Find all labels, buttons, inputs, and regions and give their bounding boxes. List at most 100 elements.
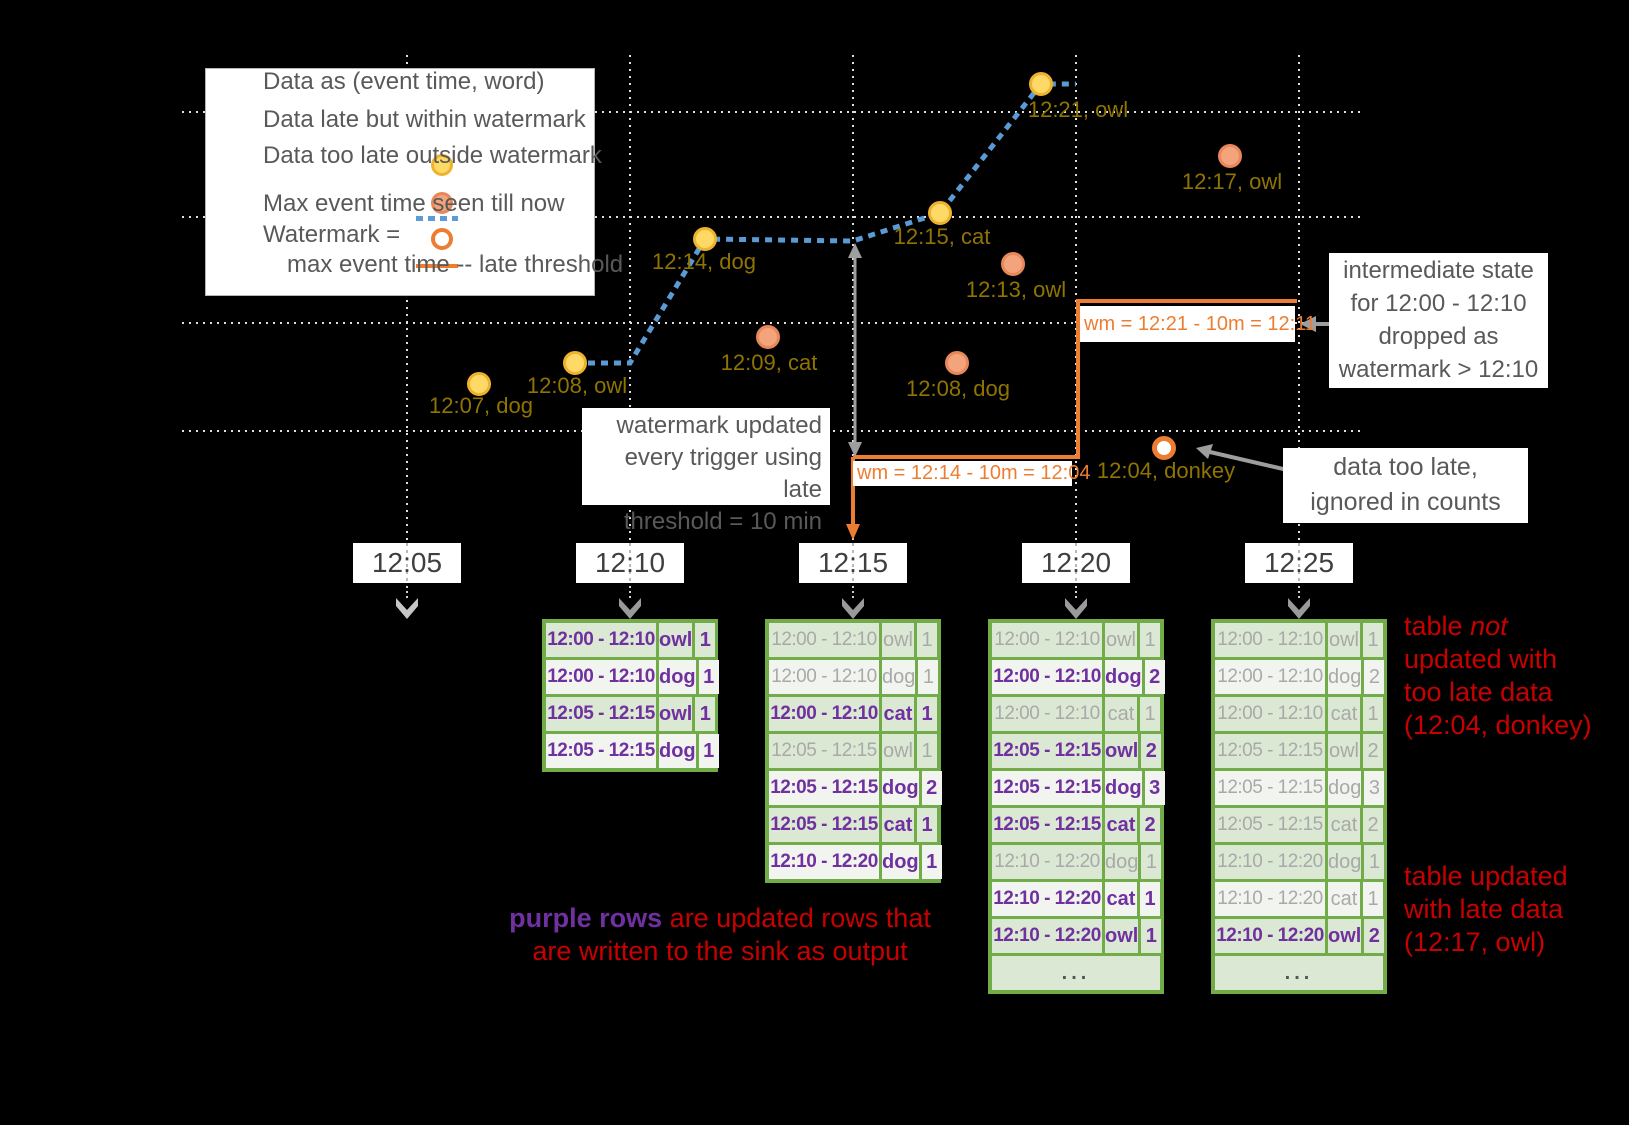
legend-label: Data late but within watermark	[263, 106, 586, 133]
table-row: ...	[992, 956, 1160, 990]
cell-window: 12:05 - 12:15	[992, 808, 1102, 842]
cell-word: dog	[1328, 660, 1362, 694]
table-row: ...	[1215, 956, 1383, 990]
data-point-on-time	[563, 351, 587, 375]
data-point-late	[756, 325, 780, 349]
cell-window: 12:00 - 12:10	[1215, 660, 1325, 694]
cell-word: cat	[1105, 697, 1137, 731]
table-row: 12:00 - 12:10 cat 1	[769, 697, 937, 731]
callout-line: for 12:00 - 12:10	[1350, 290, 1527, 317]
table-row: 12:05 - 12:15 cat 1	[769, 808, 937, 842]
cell-window: 12:05 - 12:15	[992, 771, 1102, 805]
table-row: 12:05 - 12:15 owl 2	[1215, 734, 1383, 768]
gridline-through-label	[1075, 543, 1077, 583]
cell-window: 12:00 - 12:10	[769, 623, 879, 657]
trigger-callout: watermark updated every trigger using la…	[582, 408, 830, 535]
cell-word: dog	[659, 660, 696, 694]
time-label-text: 12:10	[594, 547, 666, 578]
cell-count: 1	[1364, 845, 1385, 879]
cell-count: 1	[698, 734, 719, 768]
note-line: table updated	[1404, 861, 1568, 891]
time-label-12:20: 12:20	[1022, 543, 1130, 583]
cell-window: 12:00 - 12:10	[1215, 623, 1325, 657]
callout-line: dropped as	[1378, 323, 1499, 350]
watermark-value-label-2: wm = 12:21 - 10m = 12:11	[1080, 306, 1316, 342]
cell-window: 12:00 - 12:10	[992, 623, 1102, 657]
data-point-late	[945, 351, 969, 375]
cell-window: 12:00 - 12:10	[769, 697, 879, 731]
callout-line: data too late,	[1333, 453, 1478, 481]
time-label-text: 12:25	[1263, 547, 1335, 578]
time-label-12:10: 12:10	[576, 543, 684, 583]
table-row: 12:10 - 12:20 owl 1	[992, 919, 1162, 953]
cell-count: 2	[1144, 660, 1165, 694]
result-table-12:25: 12:00 - 12:10 owl 1 12:00 - 12:10 dog 2 12:00 …	[1211, 619, 1387, 994]
note-line: too late data	[1404, 677, 1553, 707]
threshold-double-arrow	[848, 243, 862, 457]
cell-word: owl	[882, 623, 914, 657]
cell-count: 1	[1363, 882, 1383, 916]
watermark-value-label-1: wm = 12:14 - 10m = 12:04	[853, 461, 1090, 486]
note-line: (12:17, owl)	[1404, 927, 1546, 957]
callout-line: threshold = 10 min	[623, 508, 822, 535]
table-row: 12:10 - 12:20 dog 1	[1215, 845, 1385, 879]
data-point-label: 12:17, owl	[1181, 169, 1283, 194]
table-row: 12:00 - 12:10 dog 2	[1215, 660, 1385, 694]
cell-count: 1	[921, 845, 942, 879]
table-row: 12:05 - 12:15 owl 1	[546, 697, 716, 731]
cell-count: 1	[917, 808, 937, 842]
cell-window: 12:05 - 12:15	[1215, 771, 1325, 805]
time-label-text: 12:05	[371, 547, 443, 578]
data-point-on-time	[928, 201, 952, 225]
result-table-12:20: 12:00 - 12:10 owl 1 12:00 - 12:10 dog 2 12:00 …	[988, 619, 1165, 994]
time-label-text: 12:15	[817, 547, 889, 578]
cell-count: 2	[1140, 808, 1160, 842]
legend: Data as (event time, word) Data late but…	[205, 68, 623, 296]
cell-count: 2	[1141, 734, 1162, 768]
table-row: 12:00 - 12:10 owl 1	[546, 623, 716, 657]
data-point-label: 12:04, donkey	[1096, 458, 1236, 483]
cell-count: 1	[1140, 697, 1160, 731]
cell-word: owl	[882, 734, 914, 768]
table-row: 12:10 - 12:20 cat 1	[1215, 882, 1383, 916]
cell-count: 1	[917, 697, 937, 731]
chevron-down-icons	[396, 598, 1310, 619]
cell-window: 12:10 - 12:20	[992, 882, 1102, 916]
cell-word: cat	[1105, 882, 1137, 916]
cell-word: owl	[1105, 919, 1139, 953]
purple-rows-highlight: purple rows	[509, 903, 663, 933]
data-point-on-time	[693, 227, 717, 251]
cell-window: 12:10 - 12:20	[1215, 845, 1325, 879]
note-line: are written to the sink as output	[532, 936, 908, 966]
cell-count: 2	[1363, 808, 1383, 842]
table-updated-note: table updated with late data (12:17, owl…	[1404, 860, 1568, 959]
data-point-on-time	[467, 372, 491, 396]
table-row: 12:10 - 12:20 cat 1	[992, 882, 1160, 916]
cell-count: 1	[1141, 845, 1162, 879]
table-row: 12:05 - 12:15 owl 2	[992, 734, 1162, 768]
gridline-through-label	[406, 543, 408, 583]
cell-word: dog	[659, 734, 696, 768]
late-dot-icon	[431, 192, 453, 214]
time-label-12:25: 12:25	[1245, 543, 1353, 583]
legend-label: max event time -- late threshold	[287, 251, 624, 278]
data-point-label: 12:08, dog	[906, 376, 1010, 401]
result-table-12:10: 12:00 - 12:10 owl 1 12:00 - 12:10 dog 1 12:05 …	[542, 619, 719, 772]
cell-count: 1	[1363, 697, 1383, 731]
legend-label: Watermark =	[263, 221, 401, 248]
gridline-through-label	[852, 543, 854, 583]
data-point-label: 12:14, dog	[652, 249, 756, 274]
cell-word: dog	[882, 660, 916, 694]
cell-window: 12:05 - 12:15	[1215, 734, 1325, 768]
cell-word: cat	[1105, 808, 1137, 842]
time-label-12:15: 12:15	[799, 543, 907, 583]
cell-word: cat	[1328, 697, 1360, 731]
gridline-through-label	[629, 543, 631, 583]
cell-word: owl	[1328, 734, 1360, 768]
cell-word: owl	[659, 623, 693, 657]
cell-word: owl	[1328, 623, 1360, 657]
cell-window: 12:05 - 12:15	[769, 808, 879, 842]
cell-window: 12:10 - 12:20	[1215, 882, 1325, 916]
